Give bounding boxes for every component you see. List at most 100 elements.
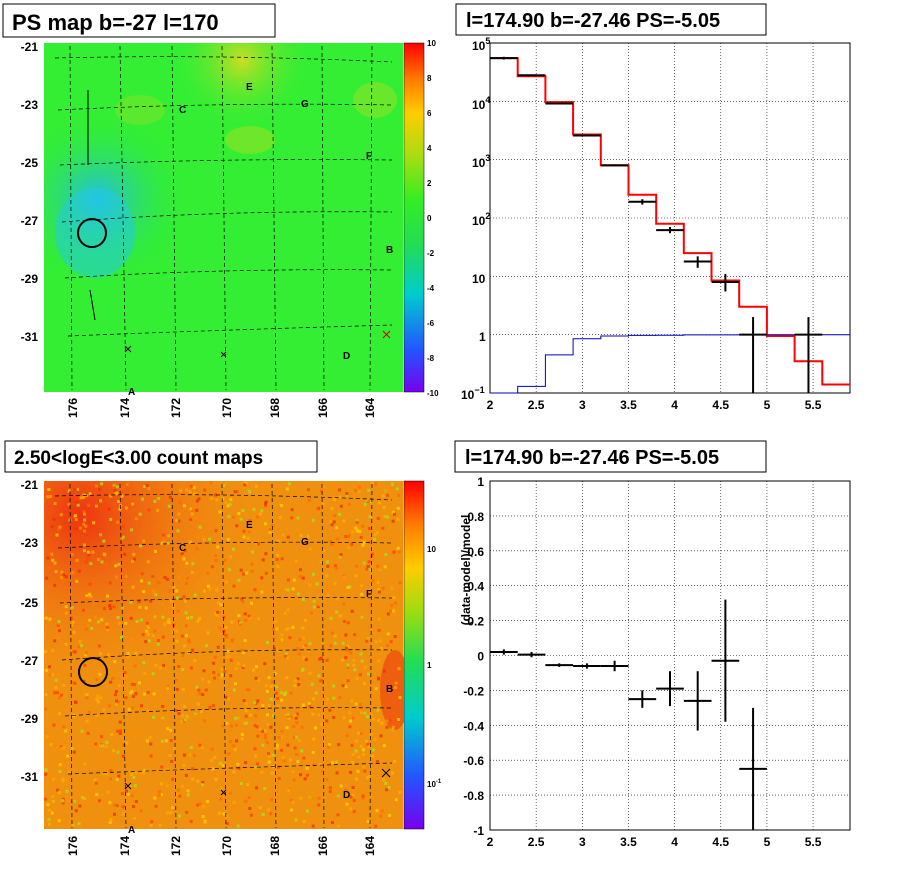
count-colorbar-ticks: 10 1 10-1: [427, 545, 442, 789]
spectrum-x-tick: 2: [487, 398, 494, 412]
ps-y-tick: -21: [21, 40, 39, 54]
ps-map-landmarks: A B C D E F G: [128, 82, 393, 398]
ps-x-tick: 166: [316, 398, 330, 418]
residual-x-tick: 5.5: [805, 835, 822, 849]
ps-map-panel: PS map b=-27 l=170 A B C D E F: [2, 3, 439, 418]
residual-y-tick: 0.6: [467, 545, 484, 559]
ps-map-grid: [54, 45, 393, 391]
count-x-tick: 170: [220, 836, 234, 856]
spectrum-title-box: [455, 3, 767, 36]
residual-x-tick: 4: [671, 835, 678, 849]
ps-cbar-tick: 8: [427, 74, 432, 83]
landmark-c: C: [179, 543, 186, 554]
count-y-tick: -31: [21, 770, 39, 784]
residual-x-tick: 2.5: [528, 835, 545, 849]
landmark-c: C: [179, 105, 186, 116]
count-colorbar: [403, 480, 425, 830]
spectrum-title: l=174.90 b=-27.46 PS=-5.05: [466, 10, 720, 32]
spectrum-y-tick-10: 10: [472, 272, 486, 286]
residual-x-tick: 3: [579, 835, 586, 849]
ps-map-title-box: [2, 3, 276, 38]
ps-map-title: PS map b=-27 l=170: [12, 10, 219, 35]
spectrum-y-tick-1e4: 104: [472, 95, 490, 112]
ps-x-tick: 172: [169, 398, 183, 418]
spectrum-x-tick: 3.5: [620, 398, 637, 412]
spectrum-y-tick-1e5: 105: [472, 36, 490, 53]
residual-y-ticks: 1 0.8 0.6 0.4 0.2 0 -0.2 -0.4 -0.6 -0.8 -1: [463, 475, 484, 838]
landmark-a: A: [128, 387, 135, 398]
spectrum-y-ticks: 105 104 103 102 10 1 10−1: [461, 36, 490, 402]
landmark-f: F: [366, 589, 372, 600]
residual-y-tick: 0.8: [467, 510, 484, 524]
landmark-b: B: [386, 245, 393, 256]
count-x-tick: 174: [118, 836, 132, 856]
spectrum-x-tick: 4: [671, 398, 678, 412]
residual-y-tick: -0.2: [463, 684, 484, 698]
spectrum-series: [490, 56, 850, 394]
ps-cbar-tick: 0: [427, 214, 432, 223]
count-y-tick: -23: [21, 536, 39, 550]
spectrum-y-tick-1e2: 102: [472, 211, 490, 228]
count-y-tick: -27: [21, 654, 39, 668]
count-x-tick: 172: [169, 836, 183, 856]
residual-y-tick: 0.2: [467, 615, 484, 629]
count-map-source-circle: [78, 657, 108, 687]
count-y-tick: -29: [21, 712, 39, 726]
spectrum-x-tick: 5.5: [805, 398, 822, 412]
count-y-tick: -21: [21, 478, 39, 492]
ps-cbar-tick: -2: [427, 249, 435, 258]
ps-x-tick: 168: [268, 398, 282, 418]
residual-y-tick: 0: [477, 650, 484, 664]
ps-x-tick: 170: [220, 398, 234, 418]
residual-title-box: [454, 440, 767, 473]
spectrum-x-ticks: 2 2.5 3 3.5 4 4.5 5 5.5: [487, 398, 822, 412]
spectrum-model-line: [490, 57, 850, 386]
spectrum-y-tick-1em1: 10−1: [461, 385, 485, 402]
ps-cbar-tick: 6: [427, 109, 432, 118]
ps-cbar-tick: 2: [427, 179, 432, 188]
landmark-d: D: [343, 790, 350, 801]
count-x-tick: 176: [66, 836, 80, 856]
ps-cbar-tick: 10: [427, 39, 436, 48]
residual-y-tick: 0.4: [467, 580, 484, 594]
count-x-tick: 166: [316, 836, 330, 856]
landmark-e: E: [246, 520, 253, 531]
spectrum-x-tick: 4.5: [712, 398, 729, 412]
residual-x-tick: 4.5: [712, 835, 729, 849]
ps-cbar-tick: 4: [427, 144, 432, 153]
count-map-title: 2.50<logE<3.00 count maps: [14, 448, 263, 469]
count-map-cross-markers: [124, 768, 391, 796]
spectrum-y-tick-1e3: 103: [472, 153, 490, 170]
residual-y-tick: -1: [473, 824, 484, 838]
residual-y-tick: -0.4: [463, 719, 484, 733]
count-y-tick: -25: [21, 596, 39, 610]
residual-series: [490, 599, 767, 830]
count-x-tick: 164: [363, 836, 377, 856]
count-map-x-ticks: 176 174 172 170 168 166 164: [66, 836, 377, 856]
ps-cbar-tick: -4: [427, 284, 435, 293]
residual-panel: l=174.90 b=-27.46 PS=-5.05 2 2.5 3 3.5 4 4.5 5…: [454, 440, 851, 849]
spectrum-y-tick-1: 1: [479, 330, 486, 344]
ps-map-y-ticks: -21 -23 -25 -27 -29 -31: [21, 40, 39, 344]
residual-x-tick: 5: [764, 835, 771, 849]
residual-y-tick: 1: [477, 475, 484, 489]
ps-x-tick: 164: [363, 398, 377, 418]
ps-map-x-ticks: 176 174 172 170 168 166 164: [66, 398, 377, 418]
residual-y-label: (data-model)/model: [459, 515, 473, 626]
count-map-panel: 2.50<logE<3.00 count maps A B C D E F G: [4, 440, 442, 856]
residual-x-ticks: 2 2.5 3 3.5 4 4.5 5 5.5: [487, 835, 822, 849]
count-cbar-tick: 10: [427, 545, 436, 554]
landmark-a: A: [128, 825, 135, 836]
ps-x-tick: 174: [118, 398, 132, 418]
spectrum-x-tick: 2.5: [528, 398, 545, 412]
count-cbar-tick-low: 10-1: [427, 779, 442, 789]
landmark-d: D: [343, 351, 350, 362]
count-cbar-tick: 1: [427, 661, 432, 670]
residual-x-tick: 3.5: [620, 835, 637, 849]
count-map-noise: [44, 481, 402, 828]
landmark-g: G: [301, 537, 309, 548]
count-x-tick: 168: [268, 836, 282, 856]
ps-colorbar: [403, 42, 425, 393]
count-map-grid: [54, 483, 393, 829]
